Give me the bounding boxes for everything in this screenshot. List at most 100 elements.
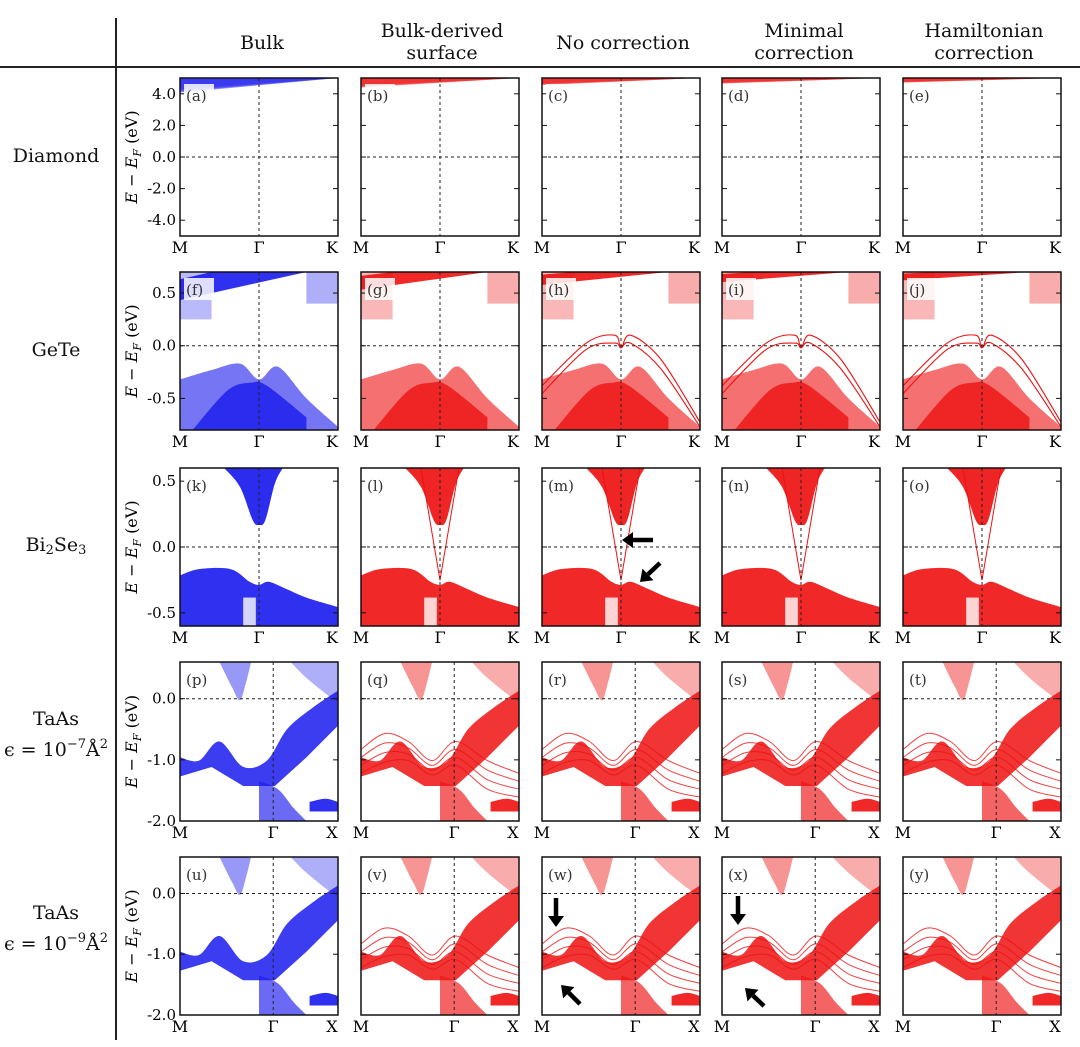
panel-frame: [360, 661, 520, 822]
y-axis-label: E − EF (eV): [122, 695, 144, 789]
panel-tag-box: [365, 863, 395, 885]
arrow-w-1-head: [548, 916, 564, 927]
y-tick-label: 4.0: [152, 85, 176, 103]
y-tick-label: -2.0: [147, 180, 176, 198]
arrow-w-2-head: [561, 985, 575, 999]
y-axis-label: E − EF (eV): [122, 304, 144, 398]
panel-tag: (x): [728, 866, 748, 884]
k-label: Γ: [810, 1017, 821, 1036]
panel-tag: (n): [728, 477, 749, 495]
k-label: Γ: [795, 432, 806, 451]
panel-tag-box: [907, 863, 937, 885]
y-tick-label: 2.0: [152, 116, 176, 134]
panel-frame: [902, 271, 1062, 431]
k-label: Γ: [976, 238, 987, 257]
y-tick-label: 0.0: [152, 337, 176, 355]
k-label: X: [507, 823, 519, 842]
k-label: Γ: [630, 1017, 641, 1036]
k-label: M: [353, 823, 369, 842]
panel-tag-box: [907, 668, 937, 690]
k-label: M: [353, 1017, 369, 1036]
k-label: M: [895, 432, 911, 451]
panel-frame: [360, 271, 520, 431]
panel-tag: (r): [548, 671, 567, 689]
y-tick-label: -1.0: [147, 945, 176, 963]
k-label: M: [895, 1017, 911, 1036]
arrow-m-2-shaft: [646, 561, 662, 577]
band-panel: [180, 662, 338, 821]
panel-frame: [721, 661, 881, 822]
y-tick-label: -0.5: [147, 604, 176, 622]
k-label: K: [1049, 628, 1062, 647]
k-label: X: [507, 1017, 519, 1036]
panel-tag-box: [726, 84, 756, 106]
k-label: X: [688, 823, 700, 842]
k-label: Γ: [268, 1017, 279, 1036]
row-label-gete: GeTe: [31, 339, 81, 361]
panel-tag: (s): [728, 671, 747, 689]
panel-tag-box: [546, 474, 576, 496]
k-label: M: [714, 823, 730, 842]
panel-tag: (u): [186, 866, 207, 884]
panel-tag: (f): [186, 281, 203, 299]
panel-tag-box: [726, 278, 756, 300]
panel-tag: (j): [909, 281, 925, 299]
panel-tag: (d): [728, 87, 749, 105]
k-label: K: [1049, 238, 1062, 257]
panel-frame: [541, 271, 701, 431]
k-label: Γ: [449, 1017, 460, 1036]
header-vertical-rule: [115, 18, 117, 1040]
k-label: M: [714, 432, 730, 451]
panel-tag-box: [546, 278, 576, 300]
k-label: M: [895, 628, 911, 647]
k-label: K: [868, 628, 881, 647]
y-tick-label: 0.0: [152, 538, 176, 556]
y-tick-label: 0.0: [152, 884, 176, 902]
k-label: X: [1049, 823, 1061, 842]
k-label: X: [868, 1017, 880, 1036]
k-label: M: [172, 628, 188, 647]
k-label: M: [534, 1017, 550, 1036]
panel-tag-box: [907, 474, 937, 496]
panel-tag-box: [726, 668, 756, 690]
k-label: Γ: [991, 1017, 1002, 1036]
panel-tag-box: [907, 278, 937, 300]
arrow-w-2-shaft: [567, 991, 582, 1006]
panel-frame: [721, 271, 881, 431]
arrow-x-1-head: [730, 914, 746, 925]
k-label: X: [326, 1017, 338, 1036]
k-label: M: [172, 432, 188, 451]
k-label: K: [1049, 432, 1062, 451]
panel-tag-box: [726, 863, 756, 885]
y-axis-label: E − EF (eV): [122, 110, 144, 204]
k-label: Γ: [810, 823, 821, 842]
panel-tag-box: [546, 84, 576, 106]
band-panel: [542, 78, 700, 86]
k-label: M: [353, 628, 369, 647]
y-tick-label: 0.5: [152, 472, 176, 490]
k-label: Γ: [434, 238, 445, 257]
row-label-taas-1e-9: TaAs ϵ = 10−9Å2: [3, 902, 108, 955]
y-tick-label: 0.0: [152, 148, 176, 166]
panel-tag-box: [184, 474, 214, 496]
k-label: Γ: [253, 432, 264, 451]
panel-tag-box: [365, 474, 395, 496]
panel-frame: [541, 661, 701, 822]
panel-tag-box: [907, 84, 937, 106]
k-label: K: [868, 432, 881, 451]
arrow-x-2-head: [745, 988, 759, 1002]
k-label: X: [1049, 1017, 1061, 1036]
band-panel: [722, 662, 880, 821]
panel-tag: (l): [367, 477, 384, 495]
panel-tag-box: [365, 84, 395, 106]
column-header-hamiltonian-correction: Hamiltonian correction: [924, 20, 1044, 64]
panel-tag: (m): [548, 477, 574, 495]
k-label: K: [688, 628, 701, 647]
column-header-no-correction: No correction: [556, 32, 690, 54]
panel-tag-box: [546, 863, 576, 885]
k-label: K: [507, 628, 520, 647]
panel-tag: (o): [909, 477, 930, 495]
panel-frame: [179, 271, 339, 431]
k-label: Γ: [434, 628, 445, 647]
